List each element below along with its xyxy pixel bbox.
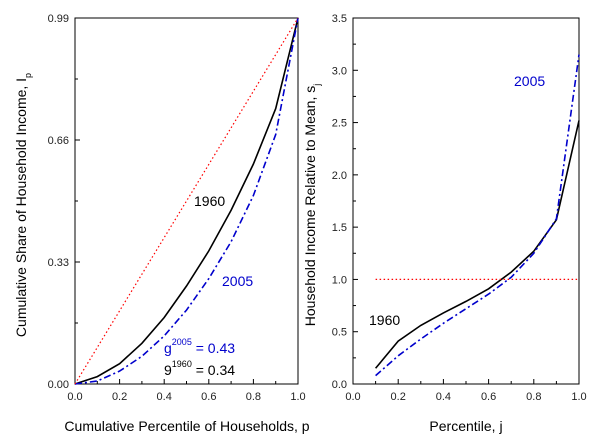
series-group-left	[74, 17, 299, 385]
x-tick-label: 0.0	[345, 391, 360, 403]
y-tick-label: 0.0	[332, 379, 347, 391]
y-axis-label-left-main: Cumulative Share of Household Income, I	[13, 78, 29, 337]
x-tick-label: 0.4	[436, 391, 451, 403]
gini-2005-base: g	[164, 340, 172, 356]
x-tick-label: 0.6	[201, 391, 216, 403]
y-tick-label: 1.0	[332, 274, 347, 286]
label-2005-right: 2005	[514, 73, 545, 89]
y-axis-label-right-main: Household Income Relative to Mean, s	[302, 86, 318, 326]
series-line-1960	[74, 17, 299, 385]
y-tick-label: 0.66	[48, 135, 69, 147]
series-line-2005	[375, 54, 580, 377]
y-tick-label: 3.0	[332, 65, 347, 77]
y-axis-label-left: Cumulative Share of Household Income, Ip	[13, 73, 33, 337]
series-line-2005	[74, 17, 299, 385]
series-line-reference	[74, 17, 299, 385]
series-line-1960	[374, 120, 580, 369]
y-tick-label: 3.5	[332, 13, 347, 25]
label-2005-left: 2005	[222, 273, 253, 289]
x-tick-label: 1.0	[290, 391, 305, 403]
relative-income-panel: 0.0 0.2 0.4 0.6 0.8 1.0 0.0 0.5 1.0 1.5 2.0 2.5 3.0 3…	[302, 13, 587, 434]
y-tick-label: 0.99	[48, 13, 69, 25]
series-group-right	[374, 54, 580, 377]
x-tick-label: 0.0	[67, 391, 82, 403]
gini-2005-sup: 2005	[172, 337, 192, 347]
gini-1960-sup: 1960	[172, 359, 192, 369]
x-tick-label: 0.8	[526, 391, 541, 403]
gini-1960-base: 9	[164, 362, 172, 378]
tick-group-right: 0.0 0.2 0.4 0.6 0.8 1.0 0.0 0.5 1.0 1.5 2.0 2.5 3.0 3…	[332, 13, 587, 403]
y-axis-label-right-sub: j	[312, 84, 322, 87]
x-axis-label-left: Cumulative Percentile of Households, p	[64, 418, 309, 434]
y-tick-label: 2.5	[332, 118, 347, 130]
x-tick-label: 0.4	[157, 391, 172, 403]
y-tick-label: 0.33	[48, 257, 69, 269]
y-tick-label: 0.00	[48, 379, 69, 391]
y-tick-label: 2.0	[332, 170, 347, 182]
x-tick-label: 1.0	[571, 391, 586, 403]
gini-1960-value: = 0.34	[192, 362, 235, 378]
gini-2005-annotation: g2005 = 0.43	[164, 337, 235, 356]
x-tick-label: 0.6	[481, 391, 496, 403]
x-tick-label: 0.8	[246, 391, 261, 403]
x-tick-label: 0.2	[391, 391, 406, 403]
label-1960-left: 1960	[194, 193, 225, 209]
x-tick-label: 0.2	[112, 391, 127, 403]
y-tick-label: 1.5	[332, 222, 347, 234]
lorenz-curve-panel: 0.0 0.2 0.4 0.6 0.8 1.0 0.00 0.33 0.66 0.99 Cumul…	[13, 13, 310, 434]
y-tick-label: 0.5	[332, 327, 347, 339]
gini-1960-annotation: 91960 = 0.34	[164, 359, 235, 378]
y-axis-label-left-sub: p	[23, 73, 33, 78]
label-1960-right: 1960	[369, 312, 400, 328]
x-axis-label-right: Percentile, j	[429, 418, 502, 434]
gini-2005-value: = 0.43	[192, 340, 235, 356]
y-axis-label-right: Household Income Relative to Mean, sj	[302, 84, 322, 326]
